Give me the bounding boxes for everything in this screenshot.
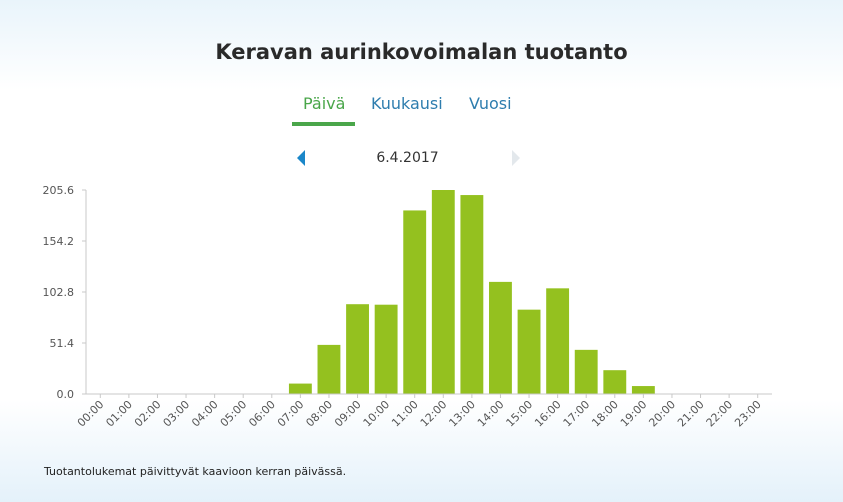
x-tick-label: 19:00 xyxy=(618,398,650,430)
y-tick-label: 0.0 xyxy=(57,388,75,401)
x-tick-label: 05:00 xyxy=(218,398,250,430)
x-tick-label: 11:00 xyxy=(389,398,421,430)
bar xyxy=(288,383,312,394)
x-tick-label: 07:00 xyxy=(275,398,307,430)
bar xyxy=(517,309,541,394)
tab-year[interactable]: Vuosi xyxy=(469,94,512,113)
x-tick-label: 02:00 xyxy=(132,398,164,430)
x-tick-label: 09:00 xyxy=(332,398,364,430)
x-tick-label: 21:00 xyxy=(675,398,707,430)
bar xyxy=(489,281,512,394)
y-axis: 0.0 51.4 102.8 154.2 205.6 xyxy=(43,184,87,401)
x-tick-label: 10:00 xyxy=(361,398,393,430)
y-tick-label: 51.4 xyxy=(50,337,75,350)
x-tick-label: 23:00 xyxy=(732,398,764,430)
x-tick-label: 08:00 xyxy=(303,398,335,430)
production-bar-chart: 0.0 51.4 102.8 154.2 205.6 00:0001:0002:0003… xyxy=(43,184,772,430)
bar xyxy=(431,190,455,394)
x-tick-label: 17:00 xyxy=(561,398,593,430)
x-tick-label: 20:00 xyxy=(646,398,678,430)
bar xyxy=(346,304,369,394)
y-tick-label: 154.2 xyxy=(43,235,75,248)
y-tick-label: 102.8 xyxy=(43,286,75,299)
next-day-arrow-icon[interactable] xyxy=(512,150,520,166)
x-tick-label: 13:00 xyxy=(446,398,478,430)
x-tick-label: 12:00 xyxy=(418,398,450,430)
x-tick-label: 00:00 xyxy=(75,398,107,430)
x-tick-label: 06:00 xyxy=(246,398,278,430)
bar xyxy=(317,344,341,394)
bar xyxy=(546,288,570,394)
bar xyxy=(403,210,427,394)
bar xyxy=(574,349,598,394)
selected-date: 6.4.2017 xyxy=(376,150,439,166)
previous-day-arrow-icon[interactable] xyxy=(297,150,305,166)
bar xyxy=(374,304,398,394)
x-tick-label: 18:00 xyxy=(589,398,621,430)
x-axis: 00:0001:0002:0003:0004:0005:0006:0007:00… xyxy=(75,393,772,430)
bar-series xyxy=(260,190,655,394)
x-tick-label: 15:00 xyxy=(504,398,536,430)
bar xyxy=(460,195,484,394)
update-footnote: Tuotantolukemat päivittyvät kaavioon ker… xyxy=(44,465,347,478)
x-tick-label: 03:00 xyxy=(161,398,193,430)
x-tick-label: 14:00 xyxy=(475,398,507,430)
active-tab-indicator xyxy=(292,122,355,126)
x-tick-label: 01:00 xyxy=(103,398,135,430)
x-tick-label: 16:00 xyxy=(532,398,564,430)
tab-day[interactable]: Päivä xyxy=(303,94,346,113)
x-tick-label: 22:00 xyxy=(704,398,736,430)
bar xyxy=(603,370,627,394)
page-title: Keravan aurinkovoimalan tuotanto xyxy=(215,40,628,64)
y-tick-label: 205.6 xyxy=(43,184,75,197)
x-tick-label: 04:00 xyxy=(189,398,221,430)
bar xyxy=(631,386,655,394)
period-tabs: Päivä Kuukausi Vuosi xyxy=(0,92,843,128)
date-navigator: 6.4.2017 xyxy=(0,148,843,172)
tab-month[interactable]: Kuukausi xyxy=(371,94,443,113)
